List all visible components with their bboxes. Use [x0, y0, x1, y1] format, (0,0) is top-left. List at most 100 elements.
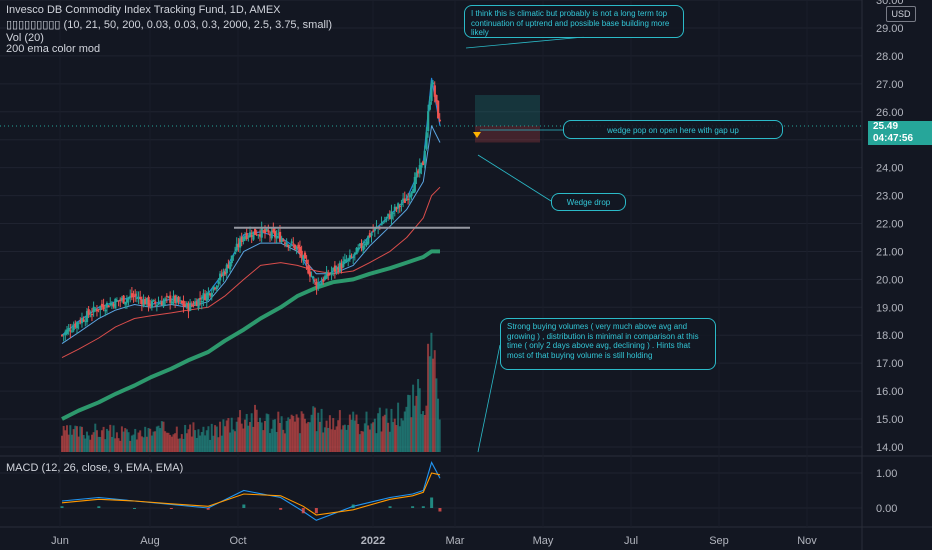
annotation-volume[interactable]: Strong buying volumes ( very much above …	[500, 318, 716, 370]
drawings[interactable]	[0, 36, 862, 453]
ema-21-line	[61, 125, 441, 345]
candle-body	[227, 264, 230, 269]
volume-bar	[355, 414, 358, 452]
volume-bar	[62, 425, 65, 452]
volume-bar	[305, 423, 308, 452]
volume-bar	[109, 424, 112, 452]
y-tick-label: 22.00	[876, 219, 904, 231]
volume-bar	[375, 433, 378, 452]
volume-bar	[318, 421, 321, 452]
candle-body	[352, 257, 355, 259]
volume-bar	[149, 428, 152, 452]
candle-body	[75, 322, 79, 329]
candle-body	[214, 288, 217, 290]
candle-body	[280, 238, 283, 243]
candle-body	[85, 311, 89, 323]
macd-legend[interactable]: MACD (12, 26, close, 9, EMA, EMA)	[6, 462, 184, 474]
volume-bar	[417, 379, 420, 452]
candle-body	[234, 252, 237, 255]
volume-bar	[72, 429, 75, 452]
volume-bar	[438, 419, 441, 452]
candle-body	[212, 286, 215, 291]
volume-legend[interactable]: Vol (20)	[6, 32, 44, 44]
indicator-legend[interactable]: ▯▯▯▯▯▯▯▯▯ (10, 21, 50, 200, 0.03, 0.03, …	[6, 19, 332, 31]
volume-bar	[175, 426, 178, 452]
volume-bar	[255, 409, 258, 452]
volume-bar	[432, 358, 435, 452]
volume-bar	[227, 418, 230, 452]
candle-body	[132, 296, 135, 298]
volume-bar	[212, 435, 215, 452]
volume-bar	[219, 421, 222, 452]
volume-bar	[200, 432, 203, 452]
volume-bar	[237, 417, 240, 452]
volume-bar	[348, 414, 351, 452]
y-tick-label: 23.00	[876, 191, 904, 203]
volume-bar	[358, 434, 361, 452]
volume-bar	[412, 384, 415, 452]
candle-body	[199, 297, 202, 300]
candle-body	[420, 162, 423, 168]
candle-body	[90, 314, 94, 316]
x-tick-label: Nov	[797, 535, 817, 547]
volume-bar	[112, 425, 115, 452]
volume-bar	[154, 431, 157, 452]
candle-body	[388, 215, 391, 219]
candle-body	[348, 255, 352, 260]
candle-body	[387, 213, 390, 217]
y-tick-label: 21.00	[876, 246, 904, 258]
volume-bar	[277, 411, 280, 452]
y-tick-label: 26.00	[876, 107, 904, 119]
candle-body	[209, 293, 212, 296]
volume-bar	[229, 432, 232, 452]
volume-bar	[202, 426, 205, 452]
candle-body	[425, 132, 428, 149]
chart-title[interactable]: Invesco DB Commodity Index Tracking Fund…	[6, 4, 281, 16]
annotation-climatic[interactable]: I think this is climatic but probably is…	[464, 5, 684, 38]
volume-bar	[174, 433, 177, 452]
candle-body	[145, 297, 149, 305]
volume-bar	[67, 434, 70, 452]
candle-body	[100, 303, 104, 307]
candle-body	[225, 264, 228, 274]
bar-countdown: 04:47:56	[873, 133, 914, 144]
macd-histogram-bar	[169, 508, 173, 509]
candle-body	[390, 211, 393, 219]
candle-body	[77, 322, 80, 324]
volume-bar	[147, 428, 150, 452]
volume-bar	[278, 422, 281, 452]
candle-body	[252, 231, 255, 240]
candle-body	[415, 172, 418, 178]
candle-body	[312, 276, 315, 279]
x-tick-label: Oct	[229, 535, 246, 547]
candle-body	[438, 119, 441, 122]
stop-zone	[475, 126, 540, 143]
volume-bar	[240, 423, 243, 452]
volume-bar	[428, 356, 431, 452]
candle-body	[305, 259, 308, 264]
volume-bar	[293, 421, 296, 452]
candle-body	[202, 293, 205, 300]
currency-badge[interactable]: USD	[886, 6, 916, 22]
annotation-wedge-drop[interactable]: Wedge drop	[551, 193, 626, 211]
volume-bar	[262, 430, 265, 452]
volume-bar	[337, 420, 340, 452]
volume-bar	[317, 412, 320, 452]
candle-body	[164, 298, 167, 301]
moving-averages	[61, 77, 441, 359]
volume-bar	[64, 430, 67, 452]
y-tick-label: 24.00	[876, 163, 904, 175]
volume-bar	[165, 432, 168, 452]
candle-body	[89, 315, 92, 317]
x-tick-label: Sep	[709, 535, 729, 547]
candle-body	[277, 233, 280, 235]
volume-bar	[92, 432, 95, 452]
y-tick-label: 15.00	[876, 414, 904, 426]
ema-legend[interactable]: 200 ema color mod	[6, 43, 101, 55]
volume-bar	[308, 422, 311, 452]
volume-bar	[167, 432, 170, 452]
annotation-wedge-pop[interactable]: wedge pop on open here with gap up	[563, 120, 783, 139]
volume-bar	[367, 425, 370, 452]
candle-body	[402, 198, 405, 202]
